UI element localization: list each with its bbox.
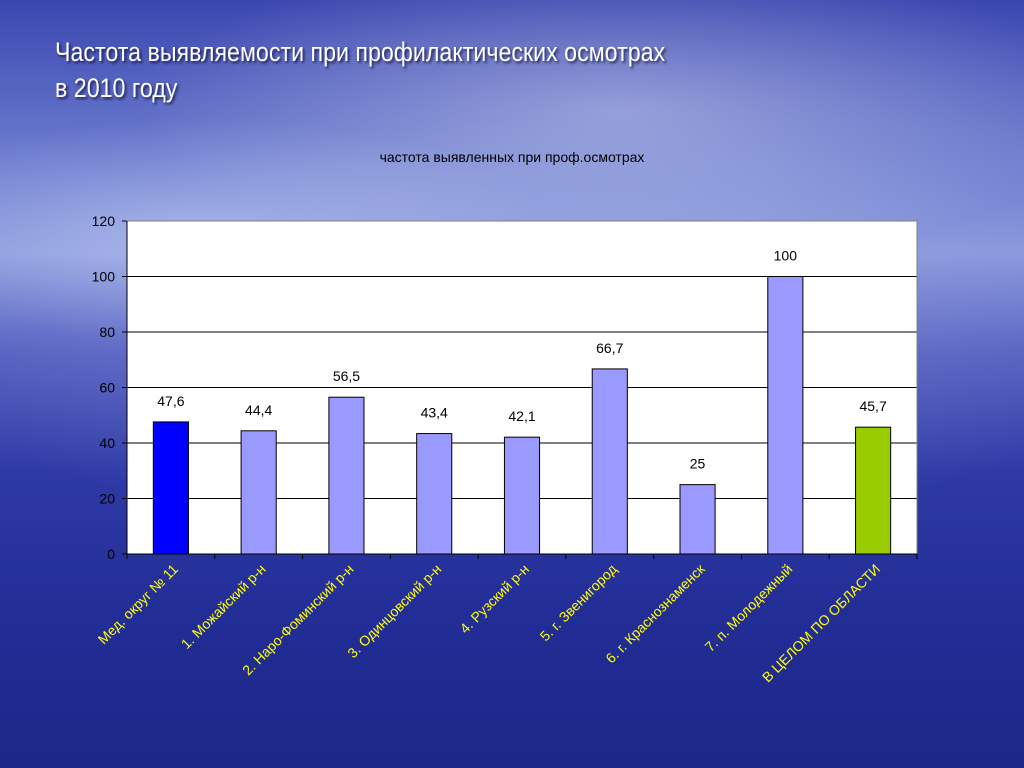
bar — [591, 368, 628, 555]
slide-title-line-2: в 2010 году — [55, 73, 178, 103]
y-tick-label: 100 — [92, 269, 116, 285]
y-tick-label: 120 — [92, 213, 116, 229]
data-label: 44,4 — [245, 402, 272, 418]
slide-title: Частота выявляемости при профилактически… — [55, 34, 829, 106]
data-label: 43,4 — [421, 405, 448, 421]
bar — [767, 276, 804, 555]
y-tick-label: 80 — [99, 324, 115, 340]
x-category-label: 4. Рузский р-н — [456, 561, 532, 637]
x-category-label: 7. п. Молодежный — [702, 561, 796, 655]
slide-title-line-1: Частота выявляемости при профилактически… — [55, 37, 666, 67]
bar — [240, 430, 277, 555]
bar — [503, 436, 541, 555]
data-label: 100 — [774, 248, 798, 264]
data-label: 42,1 — [508, 408, 535, 424]
data-label: 45,7 — [859, 398, 886, 414]
data-label: 25 — [690, 456, 706, 472]
data-label: 56,5 — [333, 368, 360, 384]
x-category-label: 1. Можайский р-н — [178, 561, 269, 652]
y-tick-label: 40 — [99, 435, 115, 451]
bar — [855, 426, 892, 555]
bar — [328, 396, 365, 555]
x-category-label: 6. г. Краснознаменск — [602, 560, 708, 666]
chart-title: частота выявленных при проф.осмотрах — [379, 149, 645, 165]
data-label: 66,7 — [596, 340, 623, 356]
y-tick-label: 60 — [99, 380, 115, 396]
x-category-label: Мед. округ № 11 — [95, 561, 182, 648]
data-label: 47,6 — [157, 393, 184, 409]
x-category-label: 5. г. Звенигород — [537, 561, 620, 644]
y-tick-label: 0 — [107, 546, 115, 562]
bar — [152, 421, 189, 555]
x-category-label: 3. Одинцовский р-н — [344, 561, 444, 661]
bar — [679, 484, 716, 555]
bar — [416, 433, 453, 555]
y-tick-label: 20 — [99, 491, 115, 507]
